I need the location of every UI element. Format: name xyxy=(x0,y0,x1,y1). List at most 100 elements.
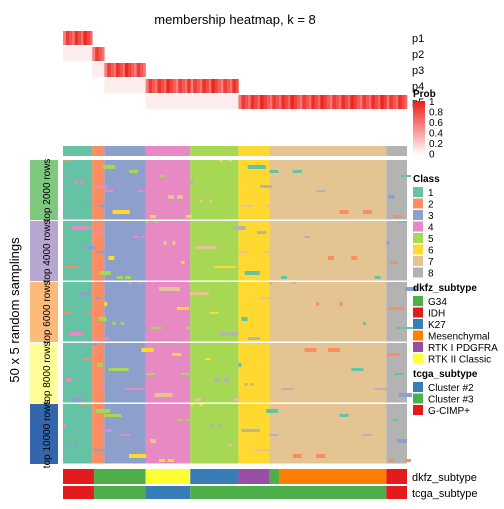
y-axis-label: 50 x 5 random samplings xyxy=(7,237,22,383)
prob-cell xyxy=(281,95,285,109)
class-cell xyxy=(394,373,404,375)
class-cell xyxy=(77,226,90,230)
class-cell xyxy=(190,404,194,406)
row-group-bar xyxy=(30,160,58,220)
prob-cell xyxy=(287,95,291,109)
class-cell xyxy=(281,276,288,279)
class-cell xyxy=(190,160,239,220)
prob-cell xyxy=(296,95,300,109)
class-cell xyxy=(394,261,398,264)
class-cell xyxy=(392,307,405,310)
class-cell xyxy=(97,251,107,253)
prob-cell xyxy=(323,95,327,109)
class-cell xyxy=(292,170,302,173)
class-cell xyxy=(172,353,182,356)
class-cell xyxy=(145,373,155,375)
class-cell xyxy=(133,236,140,238)
class-cell xyxy=(266,205,279,207)
prob-cell xyxy=(263,95,267,109)
dkfz-legend-swatch xyxy=(413,307,423,318)
class-cell xyxy=(145,160,191,220)
class-cell xyxy=(63,424,66,428)
class-cell xyxy=(241,205,254,207)
prob-cell xyxy=(71,31,75,45)
prob-cell xyxy=(89,31,93,45)
class-cell xyxy=(241,429,254,432)
class-cell xyxy=(154,393,164,397)
class-cell xyxy=(390,353,400,356)
class-cell xyxy=(154,221,158,223)
class-cell xyxy=(150,327,163,329)
row-group-bar xyxy=(30,343,58,403)
prob-cell xyxy=(299,95,303,109)
prob-cell xyxy=(68,31,73,45)
prob-cell xyxy=(365,95,369,109)
class-cell xyxy=(77,398,84,401)
class-cell xyxy=(185,215,192,218)
tcga-legend-title: tcga_subtype xyxy=(413,369,478,380)
class-cell xyxy=(65,378,72,382)
class-cell xyxy=(223,378,230,382)
class-cell xyxy=(304,348,317,352)
class-cell xyxy=(238,251,248,253)
prob-cell xyxy=(145,79,149,93)
prob-cell xyxy=(190,95,239,109)
class-cell xyxy=(108,368,121,371)
class-cell xyxy=(260,185,273,188)
prob-row-label: p4 xyxy=(412,81,424,93)
class-cell xyxy=(181,261,185,264)
class-legend-swatch xyxy=(413,198,423,209)
class-cell xyxy=(260,297,267,299)
class-cell xyxy=(190,180,194,184)
prob-cell xyxy=(104,63,108,77)
class-cell xyxy=(362,322,366,325)
class-cell xyxy=(95,185,108,188)
class-summary-cell xyxy=(238,146,270,156)
class-cell xyxy=(351,256,358,260)
class-cell xyxy=(63,160,66,162)
prob-cell xyxy=(172,79,176,93)
class-cell xyxy=(83,246,96,249)
class-cell xyxy=(68,332,78,336)
class-cell xyxy=(244,271,254,275)
prob-cell xyxy=(178,79,182,93)
prob-cell xyxy=(175,79,179,93)
prob-row-p2 xyxy=(63,46,407,62)
class-legend-label: 5 xyxy=(428,234,434,245)
subtype-annotation-bars: dkfz_subtype tcga_subtype xyxy=(63,469,477,500)
class-cell xyxy=(223,266,236,268)
prob-cell xyxy=(293,95,297,109)
class-cell xyxy=(190,343,239,403)
class-cell xyxy=(351,368,364,371)
class-cell xyxy=(80,292,90,295)
class-cell xyxy=(339,210,349,214)
prob-cell xyxy=(392,95,396,109)
class-legend-swatch xyxy=(413,256,423,266)
class-cell xyxy=(219,332,229,336)
class-cell xyxy=(101,383,105,386)
class-cell xyxy=(167,195,174,199)
prob-row-label: p3 xyxy=(412,65,424,77)
prob-cell xyxy=(211,79,215,93)
class-summary-cell xyxy=(269,146,387,156)
class-cell xyxy=(93,337,100,340)
prob-cell xyxy=(184,79,188,93)
probability-heatmap: p1p2p3p4p5 xyxy=(63,30,424,110)
class-cell xyxy=(316,190,326,192)
class-cell xyxy=(386,241,390,245)
prob-row-p1 xyxy=(63,30,407,46)
class-cell xyxy=(327,256,334,260)
class-cell xyxy=(390,261,394,264)
prob-cell xyxy=(380,95,384,109)
prob-cell xyxy=(63,31,67,45)
class-cell xyxy=(86,312,96,314)
tcga-subtype-cell xyxy=(63,486,94,499)
prob-cell xyxy=(163,79,167,93)
class-cell xyxy=(145,282,191,342)
tcga-legend-label: G-CIMP+ xyxy=(428,406,470,417)
prob-cell xyxy=(220,79,224,93)
class-legend-swatch xyxy=(413,244,423,255)
class-cell xyxy=(100,317,107,321)
prob-cell xyxy=(202,79,206,93)
